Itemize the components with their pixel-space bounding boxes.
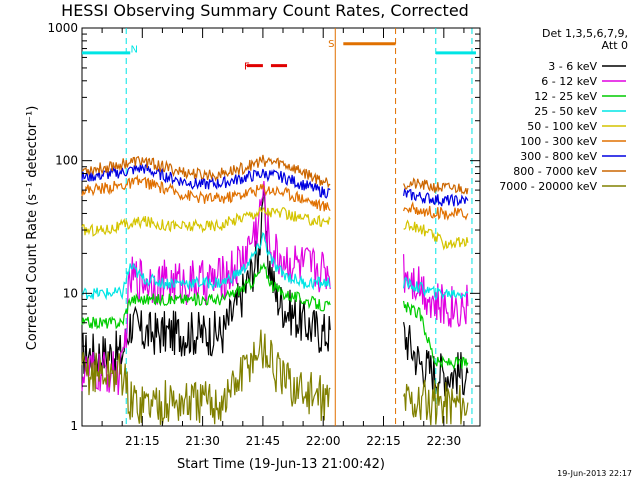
series-layer (81, 154, 469, 426)
x-tick-label-22-15: 22:15 (366, 434, 401, 448)
series-25-50-kev-part-0 (81, 231, 331, 301)
series-50-100-kev-part-1 (403, 219, 469, 251)
x-tick-label-21-30: 21:30 (185, 434, 220, 448)
axes-layer: 1 10 100 1000 21:15 21:30 21:45 22:00 22:15 22:30 (47, 21, 480, 448)
legend-header-line-2: Att 0 (602, 39, 628, 52)
legend-label-3-6-kev: 3 - 6 keV (548, 60, 597, 73)
y-tick-label-1: 1 (70, 419, 78, 433)
series-12-25-kev-part-1 (403, 300, 469, 371)
series-7000-20000-kev-part-1 (403, 379, 469, 426)
x-tick-label-22-30: 22:30 (427, 434, 462, 448)
legend-label-300-800-kev: 300 - 800 keV (520, 150, 597, 163)
annotation-s: S (328, 39, 334, 50)
series-300-800-kev-part-0 (81, 162, 331, 199)
legend-label-6-12-kev: 6 - 12 keV (541, 75, 597, 88)
y-tick-label-100: 100 (55, 154, 78, 168)
markers-layer: N S F (82, 28, 476, 426)
legend: 3 - 6 keV 6 - 12 keV 12 - 25 keV 25 - 50 ke… (499, 60, 626, 193)
series-800-7000-kev-part-1 (403, 177, 469, 195)
footer-timestamp: 19-Jun-2013 22:17 (557, 469, 632, 478)
x-axis-label: Start Time (19-Jun-13 21:00:42) (177, 457, 385, 472)
legend-label-12-25-kev: 12 - 25 keV (534, 90, 597, 103)
series-25-50-kev-part-1 (403, 276, 469, 301)
legend-label-50-100-kev: 50 - 100 keV (527, 120, 597, 133)
x-tick-label-22-00: 22:00 (306, 434, 341, 448)
legend-label-25-50-kev: 25 - 50 keV (534, 105, 597, 118)
legend-label-7000-20000-kev: 7000 - 20000 keV (499, 180, 597, 193)
annotation-n: N (131, 45, 138, 56)
legend-label-800-7000-kev: 800 - 7000 keV (513, 165, 597, 178)
series-3-6-kev-part-1 (403, 321, 469, 397)
series-300-800-kev-part-1 (403, 187, 469, 207)
series-7000-20000-kev-part-0 (81, 329, 331, 426)
chart-title: HESSI Observing Summary Count Rates, Cor… (61, 1, 469, 20)
series-100-300-kev-part-1 (403, 201, 469, 221)
annotation-f: F (244, 62, 250, 73)
y-tick-label-1000: 1000 (47, 21, 78, 35)
series-50-100-kev-part-0 (81, 207, 331, 237)
series-3-6-kev-part-0 (81, 183, 331, 376)
plot-frame (81, 27, 481, 427)
series-800-7000-kev-part-0 (81, 154, 331, 189)
series-100-300-kev-part-0 (81, 174, 331, 212)
legend-label-100-300-kev: 100 - 300 keV (520, 135, 597, 148)
series-6-12-kev-part-1 (403, 254, 469, 328)
x-tick-label-21-15: 21:15 (125, 434, 160, 448)
series-12-25-kev-part-0 (81, 261, 331, 330)
y-tick-label-10: 10 (63, 286, 78, 300)
y-axis-label: Corrected Count Rate (s⁻¹ detector⁻¹) (25, 106, 40, 351)
legend-header-line-1: Det 1,3,5,6,7,9, (542, 27, 628, 40)
x-tick-label-21-45: 21:45 (246, 434, 281, 448)
